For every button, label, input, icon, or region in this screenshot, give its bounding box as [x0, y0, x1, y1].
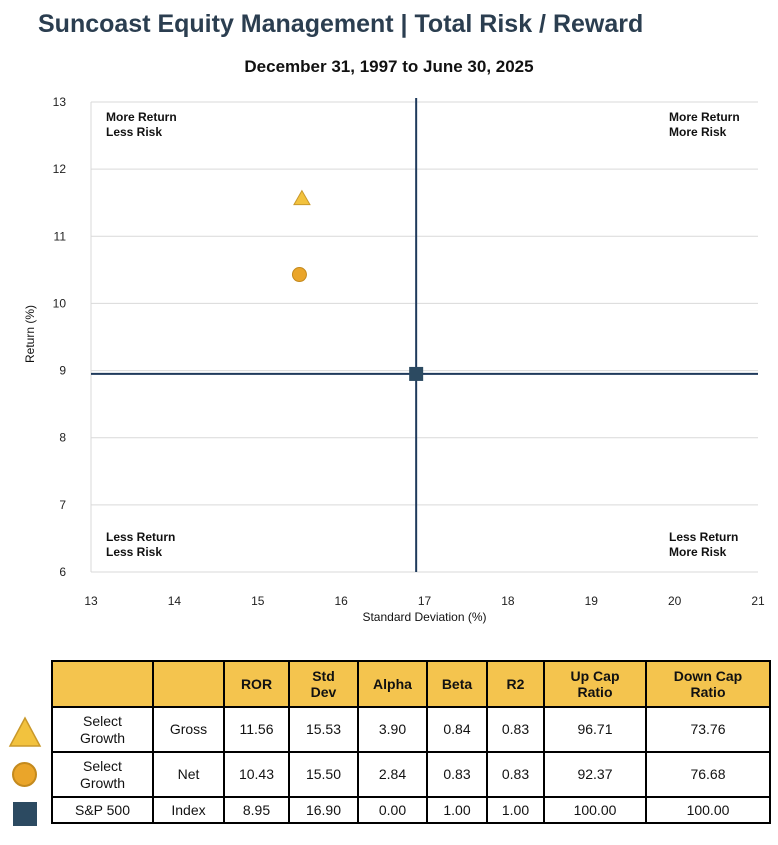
header-std-dev-line2: Dev [310, 684, 337, 700]
table-row: Select Growth Gross 11.56 15.53 3.90 0.8… [51, 706, 771, 753]
header-ror: ROR [223, 660, 290, 708]
row-type: Net [152, 751, 225, 798]
x-tick-label: 15 [251, 594, 265, 608]
x-tick-label: 16 [334, 594, 348, 608]
header-down-cap: Down Cap Ratio [645, 660, 771, 708]
row-name: Select Growth [51, 706, 154, 753]
header-down-cap-line1: Down Cap [673, 668, 743, 684]
quadrant-label-bottom-right: More Risk [669, 545, 727, 559]
x-tick-label: 17 [418, 594, 432, 608]
row-name-line1: Select [83, 712, 122, 729]
header-up-cap-line1: Up Cap [570, 668, 620, 684]
cell-down-cap: 76.68 [645, 751, 771, 798]
cell-up-cap: 92.37 [543, 751, 647, 798]
table-row: S&P 500 Index 8.95 16.90 0.00 1.00 1.00 … [51, 796, 771, 824]
cell-beta: 1.00 [426, 796, 488, 824]
circle-point [291, 267, 307, 283]
header-blank-type [152, 660, 225, 708]
risk-reward-scatter-chart: 6 7 8 9 10 11 12 13 13 14 15 16 17 18 19 20 21 Standard D… [23, 95, 765, 624]
table-row: Select Growth Net 10.43 15.50 2.84 0.83 … [51, 751, 771, 798]
x-tick-label: 20 [668, 594, 682, 608]
row-name-line1: Select [83, 757, 122, 774]
cell-beta: 0.84 [426, 706, 488, 753]
quadrant-label-top-right: More Return [669, 110, 740, 124]
x-axis-label: Standard Deviation (%) [362, 610, 486, 624]
cell-down-cap: 73.76 [645, 706, 771, 753]
header-alpha: Alpha [357, 660, 428, 708]
y-tick-label: 13 [53, 95, 67, 109]
cell-std-dev: 15.53 [288, 706, 359, 753]
cell-std-dev: 16.90 [288, 796, 359, 824]
cell-std-dev: 15.50 [288, 751, 359, 798]
statistics-table: ROR Std Dev Alpha Beta R2 Up Cap Ratio D… [51, 660, 771, 824]
cell-up-cap: 96.71 [543, 706, 647, 753]
square-marker-icon [13, 802, 37, 826]
y-tick-label: 10 [53, 296, 67, 310]
cell-alpha: 2.84 [357, 751, 428, 798]
header-down-cap-line2: Ratio [690, 684, 726, 700]
cell-ror: 11.56 [223, 706, 290, 753]
row-type: Gross [152, 706, 225, 753]
header-up-cap: Up Cap Ratio [543, 660, 647, 708]
header-std-dev: Std Dev [288, 660, 359, 708]
y-tick-label: 11 [54, 229, 67, 243]
x-tick-label: 13 [84, 594, 98, 608]
crosshair-layer [91, 98, 758, 572]
cell-ror: 10.43 [223, 751, 290, 798]
quadrant-label-top-left: Less Risk [106, 125, 162, 139]
row-name-line2: Growth [79, 774, 126, 791]
header-beta: Beta [426, 660, 488, 708]
cell-alpha: 3.90 [357, 706, 428, 753]
x-tick-label: 19 [585, 594, 599, 608]
cell-ror: 8.95 [223, 796, 290, 824]
quadrant-label-top-right: More Risk [669, 125, 727, 139]
y-tick-label: 7 [59, 498, 66, 512]
cell-r2: 1.00 [486, 796, 545, 824]
x-tick-label: 18 [501, 594, 515, 608]
x-tick-label: 21 [751, 594, 765, 608]
quadrant-label-bottom-left: Less Risk [106, 545, 162, 559]
axis-layer: 6 7 8 9 10 11 12 13 13 14 15 16 17 18 19 20 21 Standard D… [23, 95, 765, 624]
quadrant-label-bottom-left: Less Return [106, 530, 175, 544]
header-std-dev-line1: Std [312, 668, 335, 684]
grid-layer [91, 101, 758, 573]
y-tick-label: 6 [59, 565, 66, 579]
cell-down-cap: 100.00 [645, 796, 771, 824]
chart-title: Suncoast Equity Management | Total Risk … [38, 10, 644, 38]
square-point [409, 366, 424, 381]
triangle-marker-icon [8, 716, 42, 747]
row-name: S&P 500 [51, 796, 154, 824]
y-tick-label: 12 [53, 162, 67, 176]
marker-layer [291, 189, 424, 381]
row-name-line2: Growth [79, 729, 126, 746]
header-blank-name [51, 660, 154, 708]
header-r2: R2 [486, 660, 545, 708]
y-tick-label: 8 [59, 431, 66, 445]
cell-r2: 0.83 [486, 751, 545, 798]
row-name: Select Growth [51, 751, 154, 798]
x-tick-label: 14 [168, 594, 182, 608]
cell-r2: 0.83 [486, 706, 545, 753]
row-type: Index [152, 796, 225, 824]
quadrant-label-top-left: More Return [106, 110, 177, 124]
cell-up-cap: 100.00 [543, 796, 647, 824]
cell-alpha: 0.00 [357, 796, 428, 824]
cell-beta: 0.83 [426, 751, 488, 798]
circle-marker-icon [12, 762, 37, 787]
chart-subtitle: December 31, 1997 to June 30, 2025 [244, 57, 534, 76]
quadrant-label-bottom-right: Less Return [669, 530, 738, 544]
y-axis-label: Return (%) [23, 305, 37, 363]
y-tick-label: 9 [59, 364, 66, 378]
triangle-point [293, 189, 311, 206]
header-up-cap-line2: Ratio [577, 684, 613, 700]
